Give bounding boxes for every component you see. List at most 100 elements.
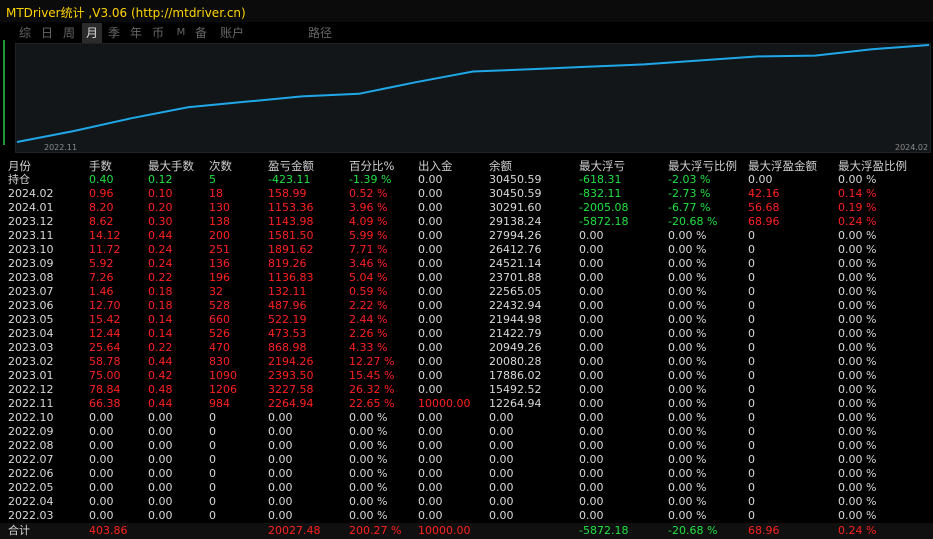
table-cell: 0.00 [89, 425, 114, 438]
tab-0[interactable]: 综 [18, 26, 31, 40]
table-cell: 0.00 % [668, 327, 707, 340]
table-cell: -423.11 [268, 173, 311, 186]
column-header: 盈亏金额 [268, 159, 314, 173]
table-cell: 0.00 [268, 495, 293, 508]
table-cell: 75.00 [89, 369, 121, 382]
table-cell: 0.00 [418, 439, 443, 452]
table-cell: 0.00 [579, 341, 604, 354]
table-cell: 26412.76 [489, 243, 542, 256]
table-cell: 819.26 [268, 257, 307, 270]
table-cell: 984 [209, 397, 230, 410]
table-cell: 0 [748, 369, 755, 382]
column-header: 百分比% [349, 159, 395, 173]
table-cell: 68.96 [748, 215, 780, 228]
table-cell: 0.19 % [838, 201, 877, 214]
table-cell: 473.53 [268, 327, 307, 340]
table-row: 2023.07 1.46 0.18 32 132.11 0.59 % 0.00 22565.0… [0, 285, 933, 299]
table-cell: 2023.02 [8, 355, 54, 368]
table-cell: 0.00 % [668, 481, 707, 494]
table-cell: 0.00 [579, 411, 604, 424]
tab-5[interactable]: 年 [129, 26, 142, 40]
table-cell: 660 [209, 313, 230, 326]
table-cell: 0 [748, 495, 755, 508]
tab-3[interactable]: 月 [82, 23, 102, 43]
table-cell: 0 [209, 411, 216, 424]
table-row: 2023.08 7.26 0.22 196 1136.83 5.04 % 0.00 23701… [0, 271, 933, 285]
table-cell: 12.44 [89, 327, 121, 340]
table-cell: 66.38 [89, 397, 121, 410]
table-cell: 1143.98 [268, 215, 314, 228]
table-row: 2024.02 0.96 0.10 18 158.99 0.52 % 0.00 30450.5… [0, 187, 933, 201]
table-cell: 0 [748, 341, 755, 354]
table-cell: 0 [748, 453, 755, 466]
table-cell: 0.00 [579, 271, 604, 284]
total-cell: 200.27 % [349, 524, 402, 537]
table-cell: 0 [748, 397, 755, 410]
table-cell: 2022.10 [8, 411, 54, 424]
table-cell: 21422.79 [489, 327, 542, 340]
table-cell: 58.78 [89, 355, 121, 368]
tab-4[interactable]: 季 [107, 26, 120, 40]
table-cell: 0.00 [489, 439, 514, 452]
table-row: 2023.05 15.42 0.14 660 522.19 2.44 % 0.00 21944… [0, 313, 933, 327]
table-cell: 200 [209, 229, 230, 242]
tab-9[interactable]: 账户 [219, 26, 244, 40]
tab-6[interactable]: 币 [151, 26, 164, 40]
table-cell: 0 [209, 453, 216, 466]
table-cell: 0.00 [89, 509, 114, 522]
table-cell: 0.00 [579, 243, 604, 256]
table-cell: 0.00 % [668, 341, 707, 354]
table-row: 2022.12 78.84 0.48 1206 3227.58 26.32 % 0.00 15… [0, 383, 933, 397]
table-cell: 0.00 [489, 467, 514, 480]
table-cell: 0.00 % [838, 509, 877, 522]
table-cell: 0.00 [418, 369, 443, 382]
table-cell: 0.00 [418, 173, 443, 186]
tab-8[interactable]: 备 [194, 26, 207, 40]
tab-2[interactable]: 周 [62, 26, 75, 40]
table-cell: 0.00 [748, 173, 773, 186]
table-cell: 0 [748, 467, 755, 480]
table-cell: 0.00 % [838, 229, 877, 242]
table-cell: 0.20 [148, 201, 173, 214]
table-cell: -5872.18 [579, 215, 629, 228]
table-cell: 14.12 [89, 229, 121, 242]
table-cell: 0.14 % [838, 187, 877, 200]
table-cell: -1.39 % [349, 173, 392, 186]
x-start-label: 2022.11 [44, 143, 77, 152]
table-cell: 0.00 [89, 467, 114, 480]
table-cell: 2023.06 [8, 299, 54, 312]
table-cell: 0.00 % [668, 453, 707, 466]
table-cell: 138 [209, 215, 230, 228]
column-header: 次数 [209, 159, 232, 173]
table-cell: 0.00 [579, 285, 604, 298]
tab-10[interactable]: 路径 [307, 26, 332, 40]
table-cell: 0 [209, 481, 216, 494]
table-cell: 0.00 [579, 495, 604, 508]
table-row: 2023.01 75.00 0.42 1090 2393.50 15.45 % 0.00 17… [0, 369, 933, 383]
column-header: 最大浮盈比例 [838, 159, 907, 173]
table-cell: 0.00 [148, 481, 173, 494]
table-cell: 0.00 % [668, 425, 707, 438]
table-cell: 0.00 % [838, 285, 877, 298]
equity-chart-svg: 2022.11 2024.02 [16, 44, 930, 152]
table-cell: 0.00 [418, 481, 443, 494]
table-cell: 1136.83 [268, 271, 314, 284]
table-cell: 0.00 % [838, 467, 877, 480]
table-cell: 0.00 [89, 481, 114, 494]
tab-1[interactable]: 日 [40, 26, 53, 40]
table-cell: 2023.09 [8, 257, 54, 270]
table-cell: 0.00 % [349, 467, 388, 480]
table-cell: 0.22 [148, 271, 173, 284]
tab-7[interactable]: M [176, 27, 186, 38]
table-cell: 0.00 % [838, 299, 877, 312]
table-cell: 0 [748, 327, 755, 340]
table-cell: 5.92 [89, 257, 114, 270]
table-cell: 0.00 [579, 467, 604, 480]
table-cell: 0 [748, 313, 755, 326]
table-cell: 0.00 [268, 411, 293, 424]
table-cell: 0 [209, 467, 216, 480]
window-title: MTDriver统计 ,V3.06 (http://mtdriver.cn) [6, 6, 246, 20]
table-cell: 0.00 % [349, 453, 388, 466]
table-cell: -20.68 % [668, 215, 718, 228]
table-cell: 5 [209, 173, 216, 186]
